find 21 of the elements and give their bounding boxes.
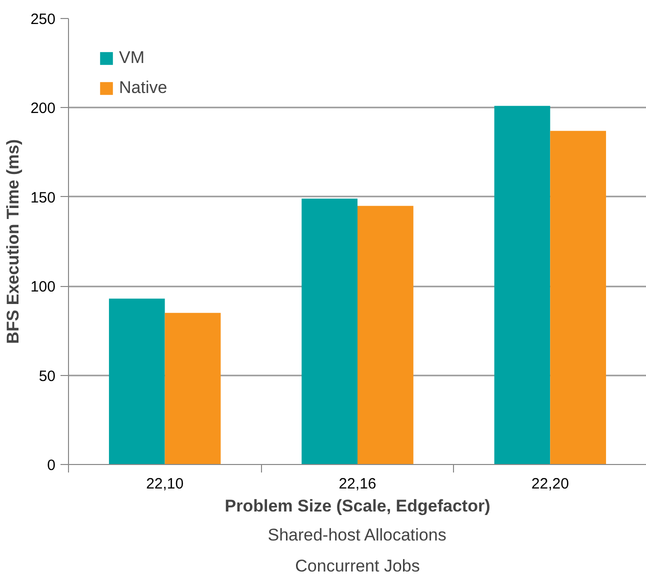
y-axis-title: BFS Execution Time (ms) <box>3 139 22 344</box>
text: Shared-host Allocations <box>268 526 446 544</box>
legend-label: VM <box>119 48 144 68</box>
x-axis-title: Problem Size (Scale, Edgefactor) <box>224 496 490 516</box>
y-tick-label: 100 <box>30 278 56 296</box>
legend-label: Native <box>119 78 168 98</box>
bar <box>164 312 221 464</box>
y-tick-label: 50 <box>38 368 56 385</box>
x-tick-label: 22,16 <box>338 476 376 492</box>
bar <box>550 130 606 464</box>
y-tick-label: 0 <box>47 457 56 474</box>
bar <box>302 198 358 464</box>
bar <box>358 206 414 464</box>
y-tick-label: 150 <box>30 189 56 206</box>
text: Concurrent Jobs <box>295 556 420 576</box>
x-tick-label: 22,10 <box>146 476 184 492</box>
y-tick-label: 250 <box>30 11 56 28</box>
bar <box>108 298 165 464</box>
bar <box>494 106 550 464</box>
y-tick-label: 200 <box>30 100 56 118</box>
x-tick-label: 22,20 <box>531 476 569 492</box>
